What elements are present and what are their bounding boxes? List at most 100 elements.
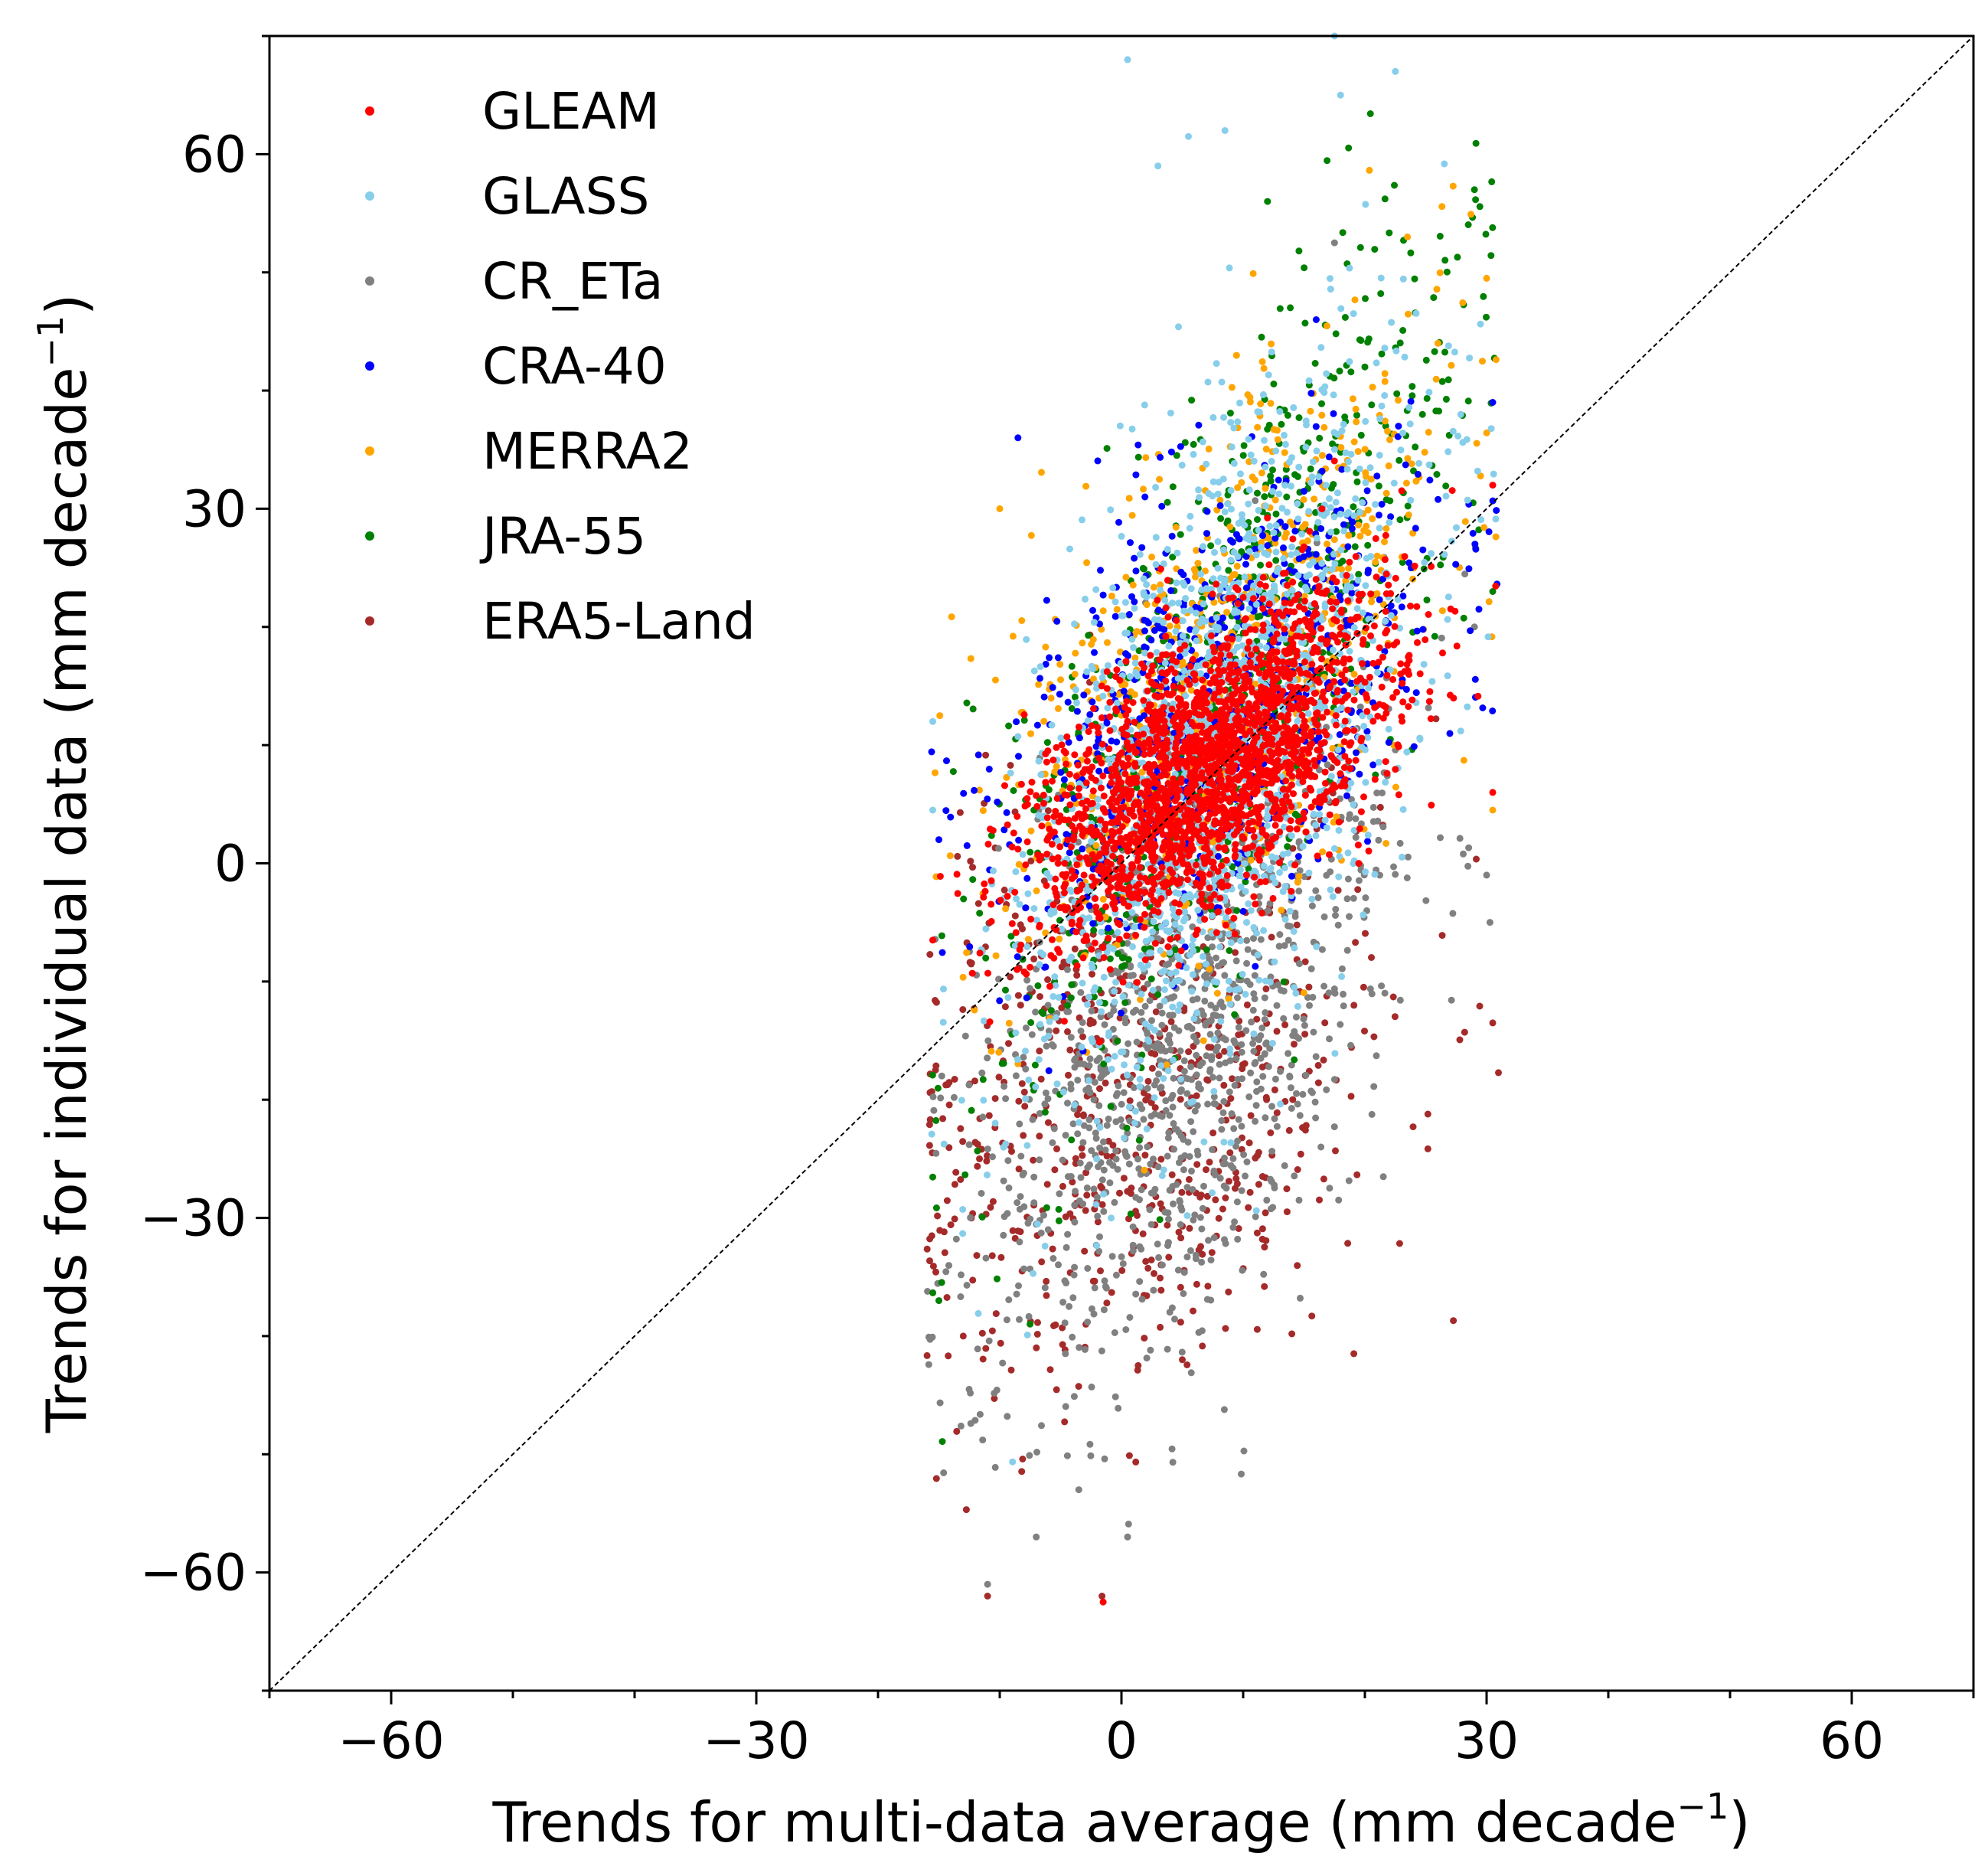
data-point: [1381, 377, 1389, 385]
data-point: [932, 1062, 940, 1070]
data-point: [932, 1475, 940, 1482]
data-point: [1332, 906, 1340, 913]
data-point: [1232, 949, 1239, 956]
data-point: [1150, 1286, 1157, 1294]
data-point: [1169, 1183, 1177, 1190]
data-point: [1003, 809, 1010, 816]
data-point: [1321, 816, 1329, 824]
data-point: [1067, 994, 1075, 1002]
data-point: [1317, 1143, 1325, 1151]
data-point: [1015, 1282, 1022, 1289]
data-point: [971, 1006, 978, 1014]
data-point: [1098, 1593, 1106, 1600]
data-point: [1296, 867, 1304, 874]
data-point: [1120, 688, 1128, 695]
data-point: [1180, 1057, 1188, 1064]
data-point: [1345, 564, 1352, 572]
data-point: [1267, 1205, 1275, 1213]
data-point: [1219, 1109, 1227, 1116]
data-point: [1049, 1245, 1056, 1253]
data-point: [1125, 495, 1133, 502]
data-point: [1003, 773, 1010, 781]
data-point: [1296, 960, 1303, 968]
data-point: [1301, 1021, 1308, 1029]
data-point: [1280, 978, 1288, 985]
data-point: [1326, 1035, 1333, 1043]
data-point: [1229, 538, 1236, 546]
data-point: [1281, 523, 1289, 531]
data-point: [932, 769, 939, 776]
data-point: [1338, 704, 1346, 712]
data-point: [1061, 1418, 1069, 1426]
data-point: [1074, 1077, 1082, 1084]
data-point: [1007, 973, 1014, 981]
data-point: [1142, 1257, 1150, 1265]
data-point: [1489, 708, 1497, 714]
data-point: [1206, 1067, 1213, 1075]
data-point: [1294, 1262, 1301, 1270]
data-point: [1273, 567, 1281, 575]
data-point: [1003, 1316, 1010, 1324]
data-point: [1088, 1305, 1095, 1312]
data-point: [1257, 1085, 1265, 1093]
data-point: [1312, 822, 1320, 829]
data-point: [1007, 762, 1014, 769]
data-point: [1350, 624, 1358, 631]
data-point: [1407, 496, 1415, 504]
data-point: [1289, 845, 1297, 852]
data-point: [1399, 853, 1405, 861]
data-point: [1323, 1086, 1330, 1093]
data-point: [1069, 981, 1076, 989]
data-point: [1218, 1117, 1226, 1124]
data-point: [1194, 560, 1202, 567]
data-point: [1395, 397, 1402, 404]
data-point: [1283, 1208, 1291, 1216]
data-point: [1352, 405, 1360, 413]
data-point: [1323, 322, 1330, 330]
data-point: [928, 1088, 935, 1096]
data-point: [1164, 1221, 1171, 1229]
data-point: [1281, 449, 1288, 456]
data-point: [1362, 930, 1369, 937]
data-point: [1112, 1393, 1119, 1400]
data-point: [1130, 644, 1137, 652]
data-point: [1049, 684, 1056, 691]
data-point: [1093, 1117, 1101, 1125]
data-point: [1412, 525, 1419, 532]
data-point: [1013, 718, 1020, 726]
data-point: [961, 1032, 969, 1040]
data-point: [1245, 486, 1253, 494]
data-point: [1095, 999, 1103, 1006]
data-point: [1283, 1185, 1291, 1193]
data-point: [1067, 1085, 1075, 1093]
data-point: [1193, 1009, 1201, 1017]
data-point: [1018, 1080, 1026, 1087]
data-point: [1133, 784, 1141, 791]
data-point: [1015, 753, 1022, 760]
data-point: [1176, 1001, 1183, 1008]
data-point: [1014, 953, 1021, 960]
data-point: [1072, 1188, 1079, 1195]
data-point: [1300, 553, 1307, 560]
data-point: [1198, 586, 1206, 593]
data-point: [1232, 1175, 1240, 1182]
data-point: [1337, 510, 1344, 518]
data-point: [1227, 556, 1235, 564]
data-point: [1121, 1019, 1129, 1027]
data-point: [1091, 1277, 1098, 1285]
data-point: [1443, 268, 1451, 276]
data-point: [1049, 1042, 1057, 1050]
data-point: [1393, 390, 1401, 397]
data-point: [940, 1228, 948, 1236]
data-point: [1360, 911, 1367, 919]
data-point: [1122, 574, 1130, 581]
data-point: [1320, 1056, 1327, 1064]
data-point: [1119, 1260, 1127, 1267]
data-point: [1169, 554, 1177, 561]
data-point: [1286, 907, 1294, 915]
data-point: [1273, 1123, 1281, 1130]
data-point: [1119, 1048, 1127, 1056]
data-point: [1125, 1520, 1132, 1528]
data-point: [1436, 269, 1444, 276]
data-point: [1275, 981, 1282, 989]
